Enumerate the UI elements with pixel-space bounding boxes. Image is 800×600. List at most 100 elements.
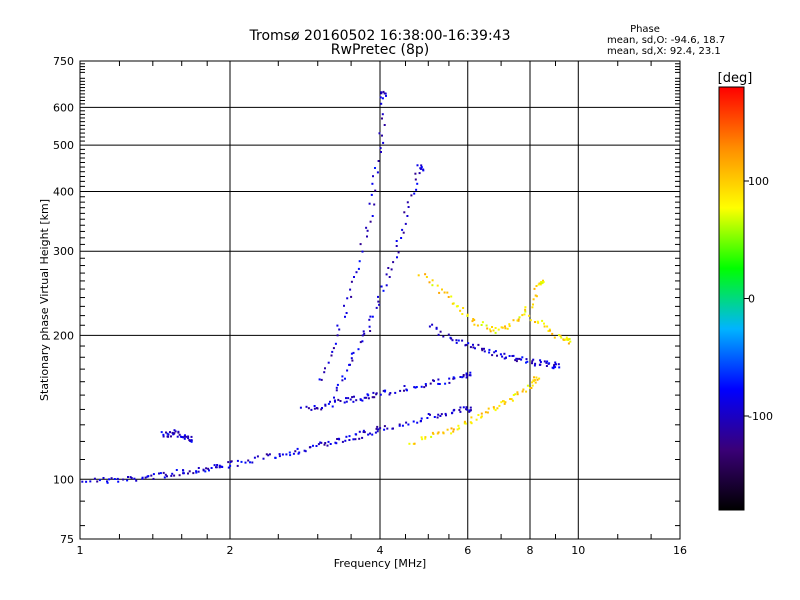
echo-point (508, 325, 511, 327)
echo-point (542, 281, 545, 283)
echo-point (402, 231, 405, 234)
echo-point (221, 466, 224, 468)
echo-point (370, 193, 373, 196)
echo-point (378, 132, 381, 135)
echo-point (93, 477, 96, 480)
echo-point (350, 295, 353, 298)
echo-point (358, 260, 361, 263)
echo-point (177, 431, 180, 434)
echo-point (180, 436, 183, 438)
echo-point (416, 182, 419, 185)
echo-point (432, 433, 435, 435)
echo-point (444, 382, 447, 385)
echo-point (494, 350, 497, 353)
echo-point (488, 348, 491, 351)
echo-point (554, 361, 557, 364)
echo-point (397, 251, 400, 254)
echo-point (373, 396, 376, 399)
echo-point (503, 400, 505, 403)
echo-point (384, 92, 387, 95)
echo-point (511, 355, 514, 357)
plot-frame (79, 60, 681, 540)
echo-point (551, 332, 554, 335)
echo-point (465, 408, 468, 411)
echo-point (229, 464, 232, 467)
echo-point (455, 339, 458, 342)
echo-point (533, 379, 535, 382)
grid-lines (80, 61, 680, 539)
echo-point (110, 477, 113, 480)
echo-point (441, 288, 443, 291)
echo-point (539, 283, 542, 286)
echo-point (350, 352, 353, 355)
echo-point (448, 381, 451, 384)
echo-point (229, 461, 232, 463)
echo-point (524, 306, 527, 309)
echo-point (481, 347, 483, 350)
echo-point (470, 416, 473, 419)
echo-point (347, 397, 350, 400)
echo-point (462, 406, 465, 409)
echo-point (416, 421, 419, 424)
echo-point (343, 304, 345, 307)
echo-point (437, 333, 440, 336)
y-tick-label: 600 (53, 101, 74, 114)
echo-point (189, 440, 192, 442)
echo-point (173, 432, 176, 435)
echo-point (437, 431, 440, 434)
echo-point (501, 326, 504, 329)
echo-point (190, 439, 193, 442)
y-tick-label: 200 (53, 329, 74, 342)
echo-point (465, 406, 468, 409)
echo-point (424, 273, 427, 276)
echo-point (351, 396, 354, 399)
echo-point (446, 428, 449, 431)
echo-point (352, 438, 355, 441)
echo-point (420, 417, 423, 420)
echo-point (236, 459, 239, 462)
echo-point (558, 366, 561, 369)
echo-point (381, 117, 383, 120)
echo-point (514, 359, 517, 362)
x-tick-label: 2 (227, 544, 234, 557)
echo-point (447, 333, 450, 336)
echo-point (324, 404, 327, 407)
echo-point (133, 477, 136, 480)
echo-point (130, 477, 133, 479)
echo-point (444, 412, 447, 415)
echo-point (215, 466, 218, 469)
echo-point (450, 427, 453, 430)
echo-point (480, 416, 483, 419)
echo-point (389, 392, 392, 394)
echo-point (336, 438, 339, 440)
echo-point (372, 391, 375, 394)
echo-point (197, 467, 200, 469)
echo-point (531, 381, 534, 384)
echo-point (511, 399, 514, 402)
echo-point (297, 452, 300, 455)
echo-point (538, 363, 541, 366)
echo-point (457, 339, 460, 342)
echo-point (162, 435, 165, 438)
echo-point (106, 480, 108, 483)
echo-point (506, 327, 509, 330)
echo-point (450, 432, 453, 435)
echo-point (362, 330, 365, 333)
echo-point (525, 390, 528, 393)
echo-point (557, 363, 560, 366)
echo-point (469, 406, 472, 409)
echo-point (521, 390, 524, 393)
echo-point (548, 328, 551, 331)
echo-point (497, 328, 500, 331)
echo-point (481, 321, 484, 324)
echo-point (205, 467, 208, 470)
x-tick-label: 1 (77, 544, 84, 557)
echo-point (336, 383, 339, 386)
echo-point (531, 362, 533, 365)
echo-point (447, 296, 450, 298)
echo-point (341, 440, 344, 443)
echo-point (377, 428, 380, 431)
echo-point (435, 326, 438, 329)
echo-point (439, 330, 442, 333)
echo-point (339, 400, 342, 402)
